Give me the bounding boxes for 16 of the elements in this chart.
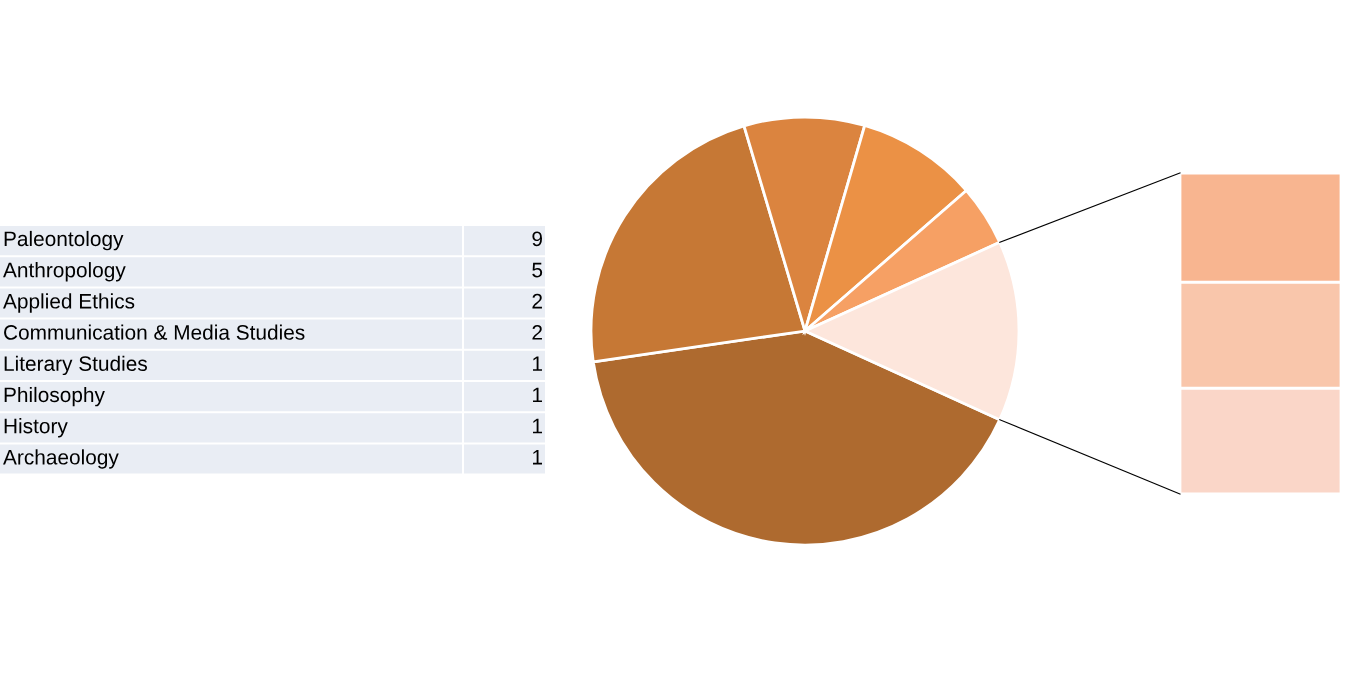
category-label: Literary Studies [4, 355, 147, 376]
category-label: Philosophy [4, 386, 105, 407]
category-label: Paleontology [4, 230, 124, 251]
data-label: 1 [533, 418, 542, 434]
data-label: 2 [532, 293, 542, 309]
category-label: History [4, 418, 68, 438]
data-label: 2 [532, 325, 542, 340]
category-label: Communication & Media Studies [4, 324, 305, 340]
category-label: Archaeology [3, 449, 119, 469]
data-label: 1 [533, 387, 542, 402]
data-label: 1 [533, 450, 542, 465]
data-label: 9 [532, 231, 543, 247]
category-label: Anthropology [3, 262, 126, 282]
category-label: Applied Ethics [3, 293, 135, 313]
data-label: 5 [532, 262, 543, 278]
data-label: 1 [533, 356, 542, 371]
